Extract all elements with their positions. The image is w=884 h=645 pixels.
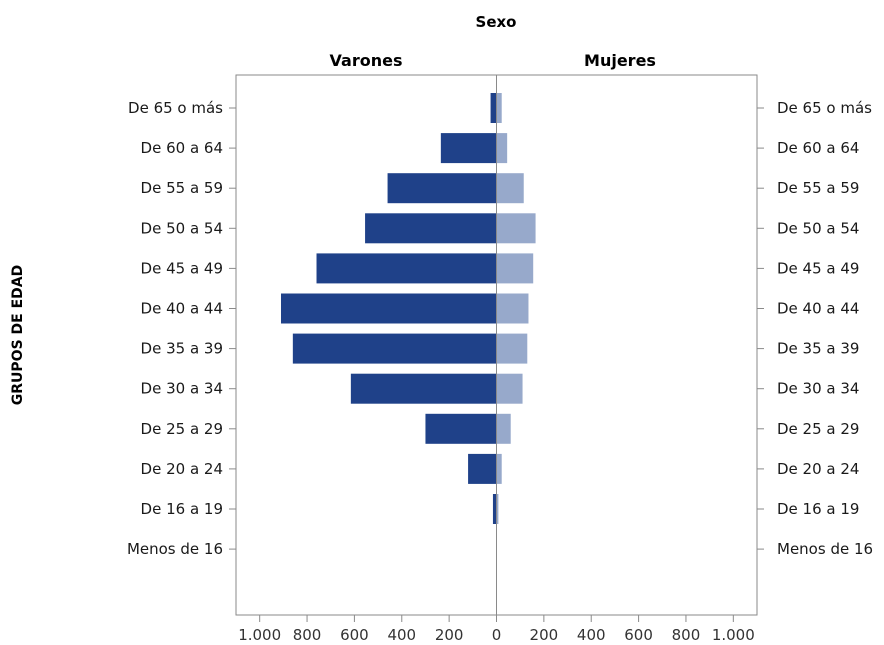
y-tick-label-left: De 60 a 64 bbox=[141, 139, 223, 157]
x-tick-label: 600 bbox=[624, 626, 653, 644]
chart-title: Sexo bbox=[476, 13, 517, 31]
y-tick-label-right: De 35 a 39 bbox=[777, 340, 859, 358]
y-tick-label-left: De 45 a 49 bbox=[141, 259, 223, 277]
bar-varones-de-60-a-64 bbox=[440, 133, 497, 164]
bar-varones-de-65-o-m-s bbox=[490, 93, 497, 123]
bar-mujeres-de-60-a-64 bbox=[496, 133, 508, 164]
x-tick-label: 600 bbox=[340, 626, 369, 644]
y-tick-label-right: De 30 a 34 bbox=[777, 380, 859, 398]
x-tick-label: 800 bbox=[293, 626, 322, 644]
x-tick-label: 200 bbox=[530, 626, 559, 644]
bar-mujeres-de-30-a-34 bbox=[496, 373, 523, 404]
bar-mujeres-de-55-a-59 bbox=[496, 173, 524, 204]
y-tick-label-right: De 55 a 59 bbox=[777, 179, 859, 197]
y-tick-label-left: De 20 a 24 bbox=[141, 460, 223, 478]
y-tick-label-left: De 55 a 59 bbox=[141, 179, 223, 197]
bar-mujeres-de-45-a-49 bbox=[496, 253, 534, 284]
y-tick-label-left: De 40 a 44 bbox=[141, 300, 223, 318]
y-tick-label-right: De 60 a 64 bbox=[777, 139, 859, 157]
bar-varones-de-35-a-39 bbox=[292, 333, 497, 364]
bar-mujeres-de-65-o-m-s bbox=[496, 93, 502, 123]
bar-varones-de-25-a-29 bbox=[425, 413, 497, 444]
y-tick-label-left: De 30 a 34 bbox=[141, 380, 223, 398]
y-tick-label-left: De 65 o más bbox=[128, 99, 223, 117]
y-tick-label-left: De 50 a 54 bbox=[141, 219, 223, 237]
bar-mujeres-de-25-a-29 bbox=[496, 413, 511, 444]
y-tick-label-right: De 25 a 29 bbox=[777, 420, 859, 438]
x-tick-label: 1.000 bbox=[238, 626, 281, 644]
y-tick-label-right: De 20 a 24 bbox=[777, 460, 859, 478]
x-tick-label: 200 bbox=[435, 626, 464, 644]
x-tick-label: 0 bbox=[492, 626, 502, 644]
y-tick-label-right: De 45 a 49 bbox=[777, 259, 859, 277]
bar-varones-de-50-a-54 bbox=[365, 213, 497, 244]
y-tick-label-left: Menos de 16 bbox=[127, 540, 223, 558]
x-tick-label: 1.000 bbox=[712, 626, 755, 644]
bar-varones-de-20-a-24 bbox=[468, 453, 497, 484]
y-tick-label-left: De 35 a 39 bbox=[141, 340, 223, 358]
bar-mujeres-de-35-a-39 bbox=[496, 333, 528, 364]
bar-varones-de-40-a-44 bbox=[280, 293, 497, 324]
y-tick-label-left: De 16 a 19 bbox=[141, 500, 223, 518]
bar-varones-de-30-a-34 bbox=[350, 373, 497, 404]
y-tick-label-right: De 40 a 44 bbox=[777, 300, 859, 318]
bar-varones-de-16-a-19 bbox=[492, 494, 497, 524]
bar-varones-de-45-a-49 bbox=[316, 253, 497, 284]
y-tick-label-right: De 65 o más bbox=[777, 99, 872, 117]
x-tick-label: 400 bbox=[387, 626, 416, 644]
x-tick-label: 800 bbox=[672, 626, 701, 644]
y-axis-title: GRUPOS DE EDAD bbox=[10, 265, 26, 405]
bar-varones-de-55-a-59 bbox=[387, 173, 497, 204]
bar-mujeres-de-40-a-44 bbox=[496, 293, 529, 324]
bar-mujeres-de-50-a-54 bbox=[496, 213, 536, 244]
bar-mujeres-de-16-a-19 bbox=[496, 494, 499, 524]
x-tick-label: 400 bbox=[577, 626, 606, 644]
y-tick-label-left: De 25 a 29 bbox=[141, 420, 223, 438]
bar-mujeres-de-20-a-24 bbox=[496, 453, 502, 484]
y-tick-label-right: Menos de 16 bbox=[777, 540, 873, 558]
series-label-varones: Varones bbox=[330, 51, 403, 70]
series-label-mujeres: Mujeres bbox=[584, 51, 656, 70]
y-tick-label-right: De 16 a 19 bbox=[777, 500, 859, 518]
y-tick-label-right: De 50 a 54 bbox=[777, 219, 859, 237]
